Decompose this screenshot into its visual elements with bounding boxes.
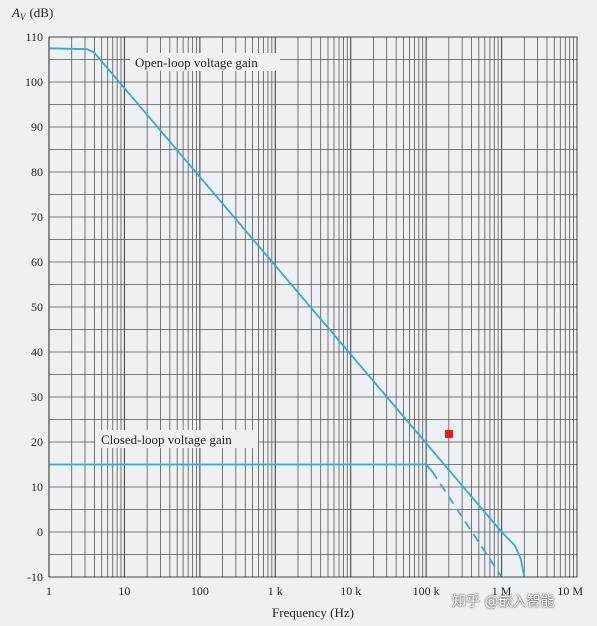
y-tick-label: 70 bbox=[31, 210, 43, 224]
y-tick-label: -10 bbox=[27, 570, 43, 584]
open-loop-label-bg bbox=[130, 53, 280, 71]
series-line-2 bbox=[431, 470, 503, 578]
x-tick-label: 1 bbox=[46, 584, 52, 598]
x-tick-label: 10 bbox=[118, 584, 130, 598]
y-tick-label: 30 bbox=[31, 390, 43, 404]
open-loop-label: Open-loop voltage gain bbox=[135, 55, 258, 70]
red-marker bbox=[445, 430, 453, 438]
closed-loop-label-bg bbox=[95, 430, 258, 448]
y-tick-label: 0 bbox=[37, 525, 43, 539]
y-tick-label: 50 bbox=[31, 300, 43, 314]
y-axis-title: AV (dB) bbox=[11, 5, 53, 22]
x-tick-label: 10 M bbox=[557, 584, 583, 598]
x-tick-label: 10 k bbox=[340, 584, 361, 598]
y-tick-label: 20 bbox=[31, 435, 43, 449]
grid bbox=[48, 36, 577, 578]
y-tick-label: 90 bbox=[31, 120, 43, 134]
y-tick-label: 100 bbox=[25, 75, 43, 89]
x-tick-label: 1 M bbox=[492, 584, 512, 598]
watermark: 知乎 @嵌入智能 bbox=[452, 594, 555, 610]
y-tick-label: 10 bbox=[31, 480, 43, 494]
x-tick-label: 1 k bbox=[268, 584, 283, 598]
x-tick-label: 100 k bbox=[413, 584, 440, 598]
x-axis-title: Frequency (Hz) bbox=[272, 605, 354, 620]
plot-frame bbox=[48, 36, 578, 578]
closed-loop-label: Closed-loop voltage gain bbox=[101, 432, 232, 447]
y-tick-label: 40 bbox=[31, 345, 43, 359]
y-tick-label: 110 bbox=[25, 30, 43, 44]
y-tick-label: 60 bbox=[31, 255, 43, 269]
curves bbox=[48, 47, 526, 578]
series-line-0 bbox=[48, 47, 526, 578]
series-line-1 bbox=[49, 463, 433, 472]
y-tick-label: 80 bbox=[31, 165, 43, 179]
x-tick-label: 100 bbox=[191, 584, 209, 598]
